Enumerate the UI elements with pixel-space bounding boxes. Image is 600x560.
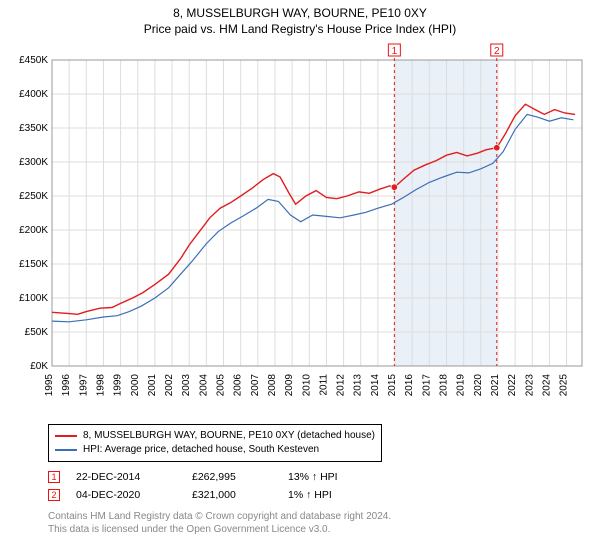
event-delta: 1% ↑ HPI <box>288 486 332 504</box>
svg-text:2012: 2012 <box>336 374 347 397</box>
legend-item: 8, MUSSELBURGH WAY, BOURNE, PE10 0XY (de… <box>55 429 375 443</box>
chart-footer: 8, MUSSELBURGH WAY, BOURNE, PE10 0XY (de… <box>10 424 590 536</box>
legend-label: HPI: Average price, detached house, Sout… <box>83 443 319 457</box>
svg-text:2016: 2016 <box>404 374 415 397</box>
attribution-line: Contains HM Land Registry data © Crown c… <box>48 510 590 523</box>
svg-text:2015: 2015 <box>387 374 398 397</box>
svg-text:1995: 1995 <box>44 374 55 397</box>
event-delta: 13% ↑ HPI <box>288 468 338 486</box>
legend-swatch <box>55 449 77 451</box>
svg-text:2021: 2021 <box>490 374 501 397</box>
legend-box: 8, MUSSELBURGH WAY, BOURNE, PE10 0XY (de… <box>48 424 382 462</box>
svg-text:2017: 2017 <box>421 374 432 397</box>
chart-svg: £0K £50K £100K £150K £200K £250K £300K £350K £40… <box>10 42 590 422</box>
event-price: £262,995 <box>192 468 272 486</box>
svg-text:1999: 1999 <box>113 374 124 397</box>
svg-text:2005: 2005 <box>216 374 227 397</box>
events-table: 1 22-DEC-2014 £262,995 13% ↑ HPI 2 04-DEC-202… <box>48 468 590 504</box>
legend-item: HPI: Average price, detached house, Sout… <box>55 443 375 457</box>
svg-text:2009: 2009 <box>284 374 295 397</box>
plot-area: £0K £50K £100K £150K £200K £250K £300K £350K £40… <box>10 42 590 422</box>
svg-text:2020: 2020 <box>473 374 484 397</box>
event-row: 1 22-DEC-2014 £262,995 13% ↑ HPI <box>48 468 590 486</box>
price-chart: { "title": "8, MUSSELBURGH WAY, BOURNE, … <box>0 0 600 560</box>
event-marker-icon: 1 <box>48 471 60 483</box>
svg-text:2024: 2024 <box>541 374 552 397</box>
svg-text:2001: 2001 <box>147 374 158 397</box>
svg-text:1996: 1996 <box>61 374 72 397</box>
svg-text:£50K: £50K <box>25 327 49 338</box>
event-price: £321,000 <box>192 486 272 504</box>
svg-text:1997: 1997 <box>78 374 89 397</box>
event-date: 22-DEC-2014 <box>76 468 176 486</box>
svg-text:2004: 2004 <box>198 374 209 397</box>
svg-text:2010: 2010 <box>301 374 312 397</box>
svg-text:£150K: £150K <box>19 259 48 270</box>
svg-text:£350K: £350K <box>19 123 48 134</box>
legend-swatch <box>55 435 77 437</box>
svg-text:2019: 2019 <box>456 374 467 397</box>
svg-text:£450K: £450K <box>19 55 48 66</box>
svg-text:2: 2 <box>494 46 500 57</box>
svg-text:1: 1 <box>392 46 398 57</box>
svg-text:2022: 2022 <box>507 374 518 397</box>
svg-text:£0K: £0K <box>30 361 48 372</box>
svg-text:2000: 2000 <box>130 374 141 397</box>
chart-title: 8, MUSSELBURGH WAY, BOURNE, PE10 0XY <box>8 6 592 20</box>
svg-text:£200K: £200K <box>19 225 48 236</box>
svg-text:2008: 2008 <box>267 374 278 397</box>
svg-text:£400K: £400K <box>19 89 48 100</box>
event-marker-icon: 2 <box>48 489 60 501</box>
svg-text:£250K: £250K <box>19 191 48 202</box>
svg-text:2002: 2002 <box>164 374 175 397</box>
event-row: 2 04-DEC-2020 £321,000 1% ↑ HPI <box>48 486 590 504</box>
attribution: Contains HM Land Registry data © Crown c… <box>48 510 590 536</box>
svg-text:£300K: £300K <box>19 157 48 168</box>
svg-text:2003: 2003 <box>181 374 192 397</box>
svg-text:£100K: £100K <box>19 293 48 304</box>
svg-text:2011: 2011 <box>318 374 329 396</box>
svg-text:2023: 2023 <box>524 374 535 397</box>
svg-text:2013: 2013 <box>353 374 364 397</box>
svg-text:2006: 2006 <box>233 374 244 397</box>
svg-text:2018: 2018 <box>438 374 449 397</box>
chart-subtitle: Price paid vs. HM Land Registry's House … <box>8 22 592 36</box>
attribution-line: This data is licensed under the Open Gov… <box>48 523 590 536</box>
svg-text:1998: 1998 <box>95 374 106 397</box>
svg-text:2014: 2014 <box>370 374 381 397</box>
svg-text:2007: 2007 <box>250 374 261 397</box>
svg-text:2025: 2025 <box>559 374 570 397</box>
event-date: 04-DEC-2020 <box>76 486 176 504</box>
legend-label: 8, MUSSELBURGH WAY, BOURNE, PE10 0XY (de… <box>83 429 375 443</box>
